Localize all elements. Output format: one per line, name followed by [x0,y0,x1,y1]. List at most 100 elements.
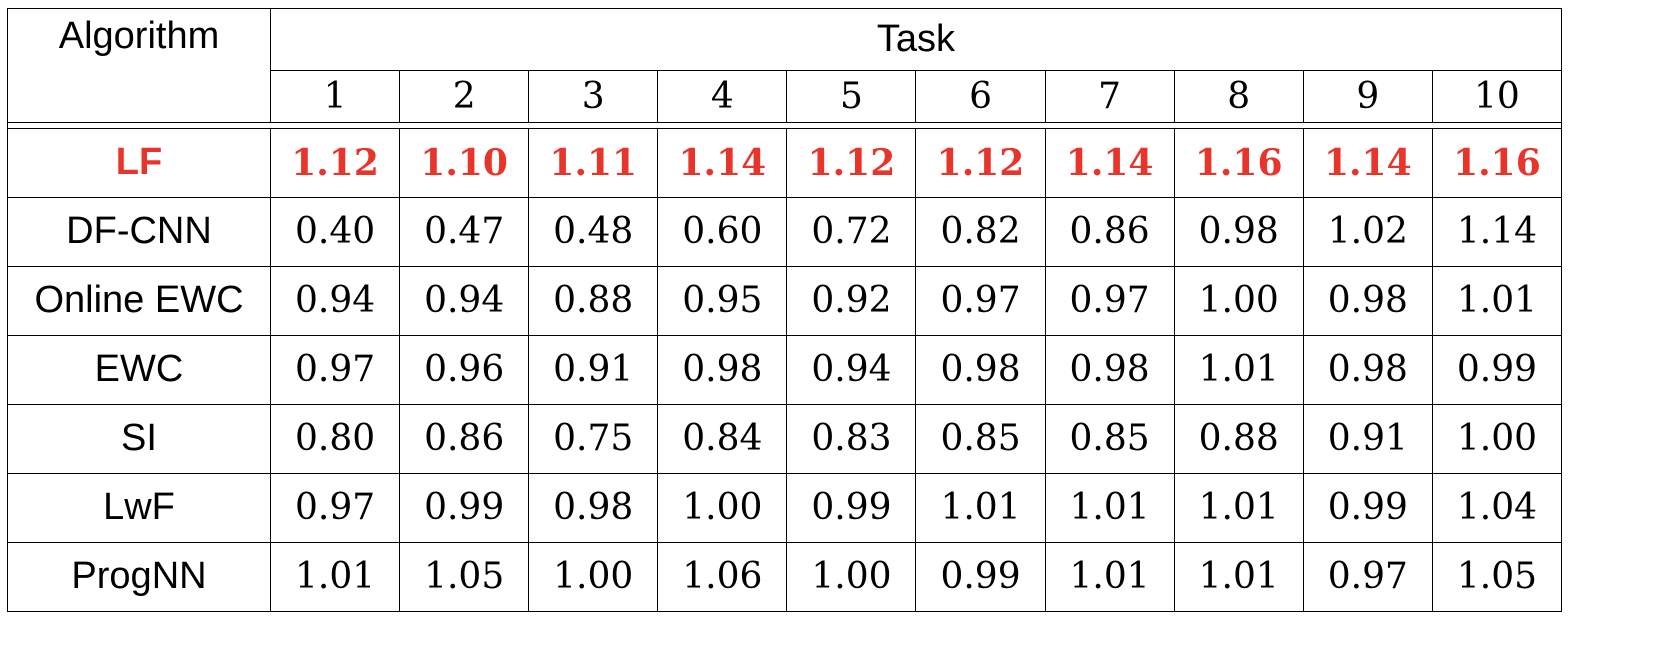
algorithm-name-cell: DF-CNN [7,196,271,267]
header-row-task: Algorithm Task [7,8,1562,71]
value-cell: 0.84 [657,403,788,474]
algorithm-name-cell: ProgNN [7,541,271,612]
value-cell: 0.98 [915,334,1046,405]
value-cell: 0.99 [786,472,917,543]
value-cell: 0.85 [1044,403,1175,474]
algorithm-name-cell: Online EWC [7,265,271,336]
value-cell: 1.02 [1302,196,1433,267]
task-number-header: 1 [269,69,401,123]
value-cell: 0.92 [786,265,917,336]
value-cell: 0.94 [269,265,401,336]
value-cell: 0.80 [269,403,401,474]
value-cell: 1.05 [1431,541,1563,612]
table-row-df-cnn: DF-CNN 0.40 0.47 0.48 0.60 0.72 0.82 0.8… [7,196,1563,267]
header-row-task-numbers: 1 2 3 4 5 6 7 8 9 10 [7,69,1563,123]
table-row-lwf: LwF 0.97 0.99 0.98 1.00 0.99 1.01 1.01 1… [7,472,1563,543]
value-cell: 1.01 [1173,472,1304,543]
value-cell: 0.40 [269,196,401,267]
value-cell: 1.05 [399,541,530,612]
value-cell: 0.97 [269,472,401,543]
table-row-prognn: ProgNN 1.01 1.05 1.00 1.06 1.00 0.99 1.0… [7,541,1563,612]
task-number-header: 5 [786,69,917,123]
value-cell: 0.99 [399,472,530,543]
value-cell: 1.01 [915,472,1046,543]
algorithm-header: Algorithm [7,8,271,70]
value-cell: 1.01 [1044,472,1175,543]
table-row-lf: LF 1.12 1.10 1.11 1.14 1.12 1.12 1.14 1.… [7,127,1563,198]
value-cell: 0.86 [1044,196,1175,267]
value-cell: 0.91 [528,334,659,405]
value-cell: 0.97 [1302,541,1433,612]
value-cell: 1.01 [1044,541,1175,612]
value-cell: 1.01 [269,541,401,612]
value-cell: 0.72 [786,196,917,267]
value-cell: 1.01 [1431,265,1563,336]
value-cell: 0.86 [399,403,530,474]
algorithm-header-spacer [7,70,271,123]
value-cell: 0.94 [399,265,530,336]
value-cell: 0.60 [657,196,788,267]
value-cell: 1.04 [1431,472,1563,543]
algorithm-name-cell: LF [7,127,271,198]
value-cell: 1.11 [528,127,659,198]
task-number-header: 9 [1302,69,1433,123]
value-cell: 1.12 [269,127,401,198]
task-number-header: 4 [657,69,788,123]
value-cell: 0.88 [528,265,659,336]
value-cell: 0.75 [528,403,659,474]
table-row-ewc: EWC 0.97 0.96 0.91 0.98 0.94 0.98 0.98 1… [7,334,1563,405]
value-cell: 1.14 [1302,127,1433,198]
results-table: Algorithm Task 1 2 3 4 5 6 7 8 9 10 LF 1… [7,8,1563,612]
value-cell: 0.97 [269,334,401,405]
value-cell: 1.06 [657,541,788,612]
value-cell: 1.00 [1173,265,1304,336]
value-cell: 1.12 [786,127,917,198]
value-cell: 0.96 [399,334,530,405]
value-cell: 1.00 [528,541,659,612]
value-cell: 1.10 [399,127,530,198]
value-cell: 1.16 [1173,127,1304,198]
value-cell: 0.98 [1173,196,1304,267]
value-cell: 0.97 [1044,265,1175,336]
value-cell: 0.82 [915,196,1046,267]
value-cell: 0.98 [1044,334,1175,405]
value-cell: 1.00 [1431,403,1563,474]
value-cell: 0.85 [915,403,1046,474]
task-number-header: 8 [1173,69,1304,123]
value-cell: 1.12 [915,127,1046,198]
value-cell: 0.83 [786,403,917,474]
value-cell: 0.48 [528,196,659,267]
value-cell: 0.47 [399,196,530,267]
value-cell: 0.97 [915,265,1046,336]
value-cell: 0.98 [657,334,788,405]
value-cell: 1.14 [657,127,788,198]
value-cell: 0.95 [657,265,788,336]
value-cell: 1.01 [1173,334,1304,405]
task-number-header: 6 [915,69,1046,123]
value-cell: 0.99 [1302,472,1433,543]
value-cell: 0.98 [1302,334,1433,405]
task-number-header: 7 [1044,69,1175,123]
task-number-header: 2 [399,69,530,123]
value-cell: 1.00 [786,541,917,612]
value-cell: 0.99 [1431,334,1563,405]
task-number-header: 3 [528,69,659,123]
value-cell: 1.14 [1044,127,1175,198]
algorithm-name-cell: LwF [7,472,271,543]
value-cell: 0.88 [1173,403,1304,474]
value-cell: 0.94 [786,334,917,405]
algorithm-name-cell: SI [7,403,271,474]
table-row-online-ewc: Online EWC 0.94 0.94 0.88 0.95 0.92 0.97… [7,265,1563,336]
results-table-body: Algorithm Task 1 2 3 4 5 6 7 8 9 10 LF 1… [7,8,1563,612]
value-cell: 0.99 [915,541,1046,612]
value-cell: 1.01 [1173,541,1304,612]
value-cell: 0.98 [1302,265,1433,336]
value-cell: 1.16 [1431,127,1563,198]
value-cell: 0.98 [528,472,659,543]
table-row-si: SI 0.80 0.86 0.75 0.84 0.83 0.85 0.85 0.… [7,403,1563,474]
algorithm-name-cell: EWC [7,334,271,405]
task-number-header: 10 [1431,69,1563,123]
value-cell: 0.91 [1302,403,1433,474]
task-header: Task [270,8,1562,71]
value-cell: 1.00 [657,472,788,543]
